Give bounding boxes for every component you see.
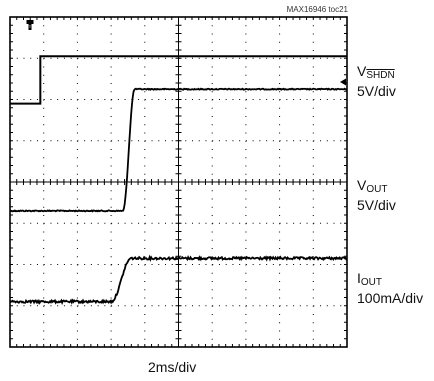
legend-vout-scale: 5V/div: [357, 197, 396, 213]
trace-iout: [9, 254, 348, 306]
legend-vout-name: VOUT: [357, 177, 388, 195]
plot-grid: [10, 17, 347, 347]
x-axis-label: 2ms/div: [148, 359, 197, 375]
figure-id: MAX16946 toc21: [286, 5, 348, 14]
trace-vshdn: [10, 55, 347, 105]
trigger-marker-icon: T: [26, 20, 34, 30]
trigger-marker-letter: T: [29, 24, 32, 29]
legend-vshdn-name: VSHDN: [357, 63, 395, 81]
level-arrow-icon: [340, 78, 346, 86]
plot-frame: [9, 16, 348, 348]
legend-vshdn-scale: 5V/div: [357, 83, 396, 99]
legend-iout-scale: 100mA/div: [357, 290, 424, 306]
plot-traces: [9, 55, 348, 306]
trace-vout: [9, 87, 348, 213]
legend-iout-name: IOUT: [357, 270, 382, 288]
